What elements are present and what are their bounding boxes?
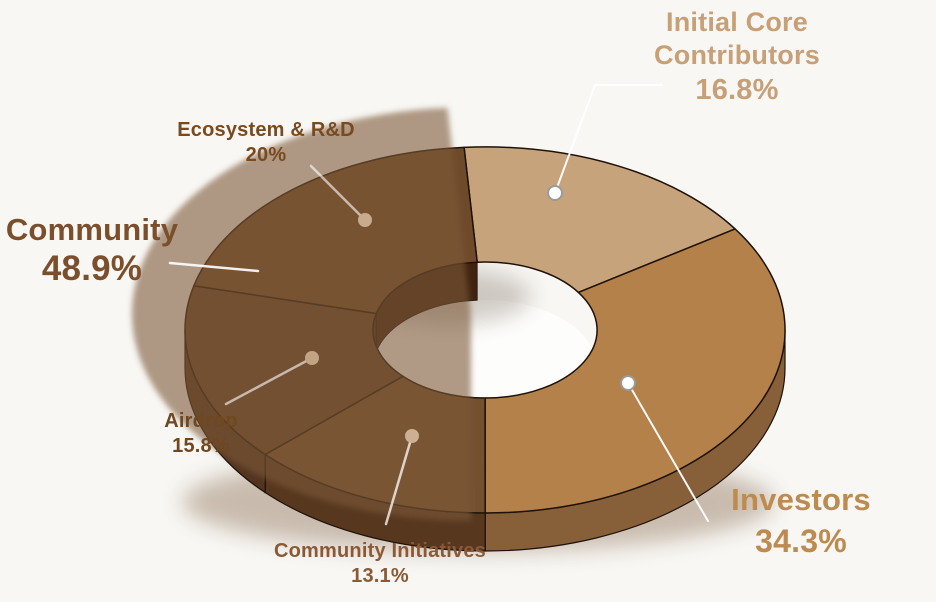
callout-line-ecosystem-r-d	[309, 164, 367, 222]
slice-percent: 16.8%	[695, 74, 779, 106]
slice-percent: 13.1%	[351, 565, 409, 587]
label-ecosystem-rd: Ecosystem & R&D 20%	[177, 118, 355, 168]
callout-dot-ecosystem-r-d	[358, 213, 372, 227]
slice-investors	[484, 228, 786, 514]
group-name: Community	[5, 212, 179, 247]
group-percent: 48.9%	[41, 249, 143, 288]
slice-name: Initial Core Contributors	[654, 7, 820, 70]
label-community-group: Community 48.9%	[6, 211, 178, 289]
callout-dot-investors	[620, 375, 636, 391]
callout-line-airdrop	[224, 356, 314, 406]
callout-dot-initial-core-contributors	[547, 185, 563, 201]
callout-line-community	[168, 261, 260, 273]
slice-name: Airdrop	[164, 410, 238, 432]
callout-line-community-initiatives	[384, 434, 414, 526]
callout-dot-airdrop	[305, 351, 319, 365]
slice-name: Investors	[731, 482, 871, 517]
slice-name: Ecosystem & R&D	[177, 119, 355, 141]
callout-dot-community-initiatives	[405, 429, 419, 443]
slice-percent: 34.3%	[755, 523, 847, 559]
label-airdrop: Airdrop 15.8%	[164, 409, 238, 459]
slice-name: Community Initiatives	[273, 540, 487, 562]
label-community-initiatives: Community Initiatives 13.1%	[274, 539, 486, 589]
callout-line-initial-core-contributors	[554, 84, 663, 194]
label-initial-core-contributors: Initial Core Contributors 16.8%	[610, 6, 865, 108]
slice-percent: 20%	[245, 144, 287, 166]
community-group-overlay	[131, 107, 472, 521]
callout-line-investors	[627, 382, 709, 522]
slice-percent: 15.8%	[172, 435, 230, 457]
label-investors: Investors 34.3%	[731, 479, 871, 563]
